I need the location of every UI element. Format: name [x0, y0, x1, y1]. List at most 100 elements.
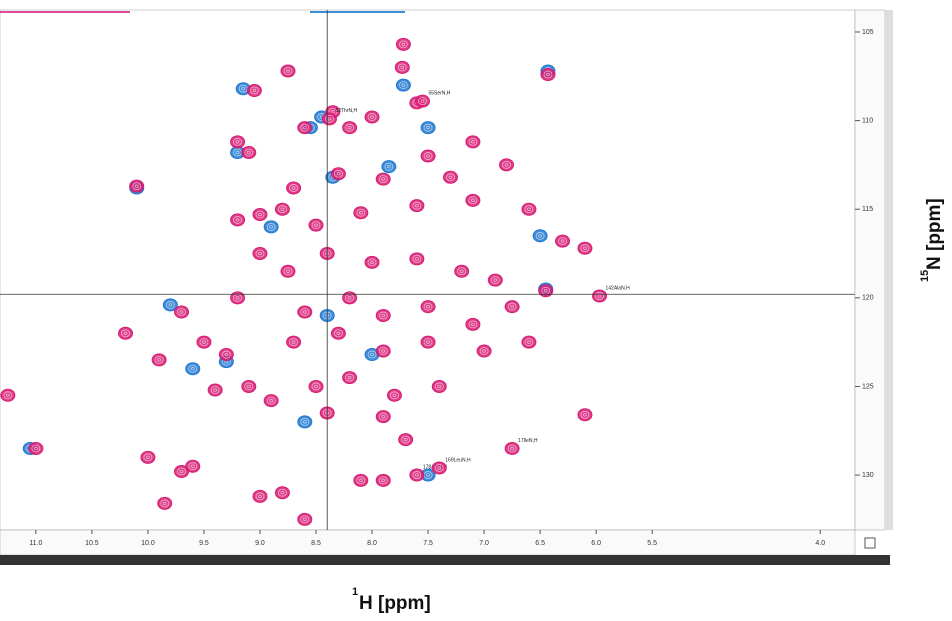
peak-contour	[221, 350, 231, 359]
peak-contour	[143, 453, 153, 462]
x-tick-label: 9.5	[199, 540, 209, 547]
peak	[431, 461, 447, 475]
peak-contour	[502, 161, 511, 169]
peak	[241, 145, 257, 159]
peak-contour	[378, 412, 388, 421]
peak-contour	[291, 340, 296, 344]
peak-contour	[401, 83, 406, 87]
x-tick-label: 5.5	[647, 540, 657, 547]
peak-contour	[269, 225, 274, 229]
peak-contour	[426, 125, 430, 130]
peak	[409, 468, 425, 482]
peak-contour	[235, 150, 240, 155]
peak	[140, 450, 156, 464]
peak-label: 142AlaN,H	[606, 285, 631, 291]
peak-contour	[353, 473, 369, 487]
peak-contour	[493, 278, 498, 282]
peak-contour	[423, 338, 433, 347]
plot: 52ThrN,H55SerN,H142AlaN,H17IleN,H178AlaN…	[0, 37, 631, 526]
peak	[342, 291, 358, 305]
peak	[280, 64, 296, 78]
peak-contour	[375, 309, 391, 323]
peak-contour	[420, 99, 425, 103]
peak-contour	[375, 172, 391, 186]
peak-contour	[33, 446, 38, 451]
peak-contour	[470, 198, 475, 203]
peak-contour	[482, 349, 486, 353]
peak-contour	[420, 300, 436, 314]
peak-contour	[342, 371, 358, 385]
peak-contour	[468, 137, 478, 146]
peak	[476, 344, 492, 358]
scrollbar[interactable]	[885, 10, 893, 530]
y-tick-label: 120	[862, 295, 874, 302]
peak	[28, 441, 44, 455]
peak-contour	[465, 193, 481, 207]
peak-contour	[431, 461, 447, 475]
peak-contour	[129, 179, 145, 193]
peak-contour	[378, 175, 388, 183]
peak	[174, 305, 190, 319]
checkbox[interactable]	[864, 537, 876, 549]
peak-contour	[431, 379, 447, 393]
peak-contour	[347, 375, 352, 380]
scrollbar[interactable]	[0, 555, 890, 565]
peak-contour	[213, 388, 218, 392]
peak	[286, 335, 302, 349]
peak	[420, 300, 436, 314]
peak-contour	[418, 97, 427, 105]
peak	[162, 298, 178, 312]
peak-contour	[289, 338, 298, 347]
peak-contour	[504, 300, 520, 314]
peak	[420, 335, 436, 349]
peak-contour	[395, 78, 411, 92]
peak-contour	[592, 289, 608, 303]
peak-contour	[412, 471, 422, 479]
peak	[395, 78, 411, 92]
peak	[230, 135, 246, 149]
peak	[465, 317, 481, 331]
peak-contour	[277, 488, 287, 497]
peak-contour	[308, 379, 324, 393]
peak-contour	[300, 123, 310, 132]
peak-contour	[507, 302, 517, 311]
peak-contour	[140, 450, 156, 464]
peak	[207, 383, 223, 397]
peak-contour	[400, 65, 405, 70]
peak-contour	[347, 125, 352, 130]
peak-contour	[448, 175, 453, 180]
peak	[454, 264, 470, 278]
peak	[375, 410, 391, 424]
peak	[196, 335, 212, 349]
peak-contour	[364, 255, 380, 269]
peak-contour	[538, 284, 554, 298]
peak-contour	[532, 229, 548, 243]
peak-contour	[403, 437, 408, 442]
peak-contour	[499, 158, 515, 172]
peak-contour	[300, 417, 310, 426]
peak-contour	[381, 414, 386, 419]
peak	[538, 284, 554, 298]
peak-contour	[230, 291, 246, 305]
peak-contour	[274, 486, 290, 500]
peak-contour	[510, 446, 515, 451]
peak-contour	[277, 205, 287, 214]
peak-contour	[358, 211, 363, 215]
peak-contour	[233, 137, 242, 146]
peak-contour	[510, 304, 515, 309]
peak-contour	[165, 301, 175, 309]
peak-contour	[437, 466, 442, 470]
peak-contour	[414, 257, 419, 261]
peak	[409, 252, 425, 266]
peak-contour	[286, 335, 302, 349]
peak-contour	[465, 317, 481, 331]
peak	[308, 379, 324, 393]
peak-contour	[327, 117, 332, 121]
peak-contour	[524, 338, 534, 347]
peak-contour	[420, 121, 436, 135]
peak-contour	[446, 173, 455, 182]
peak-contour	[263, 220, 279, 234]
peak-contour	[521, 202, 537, 216]
x-tick-label: 4.0	[815, 540, 825, 547]
